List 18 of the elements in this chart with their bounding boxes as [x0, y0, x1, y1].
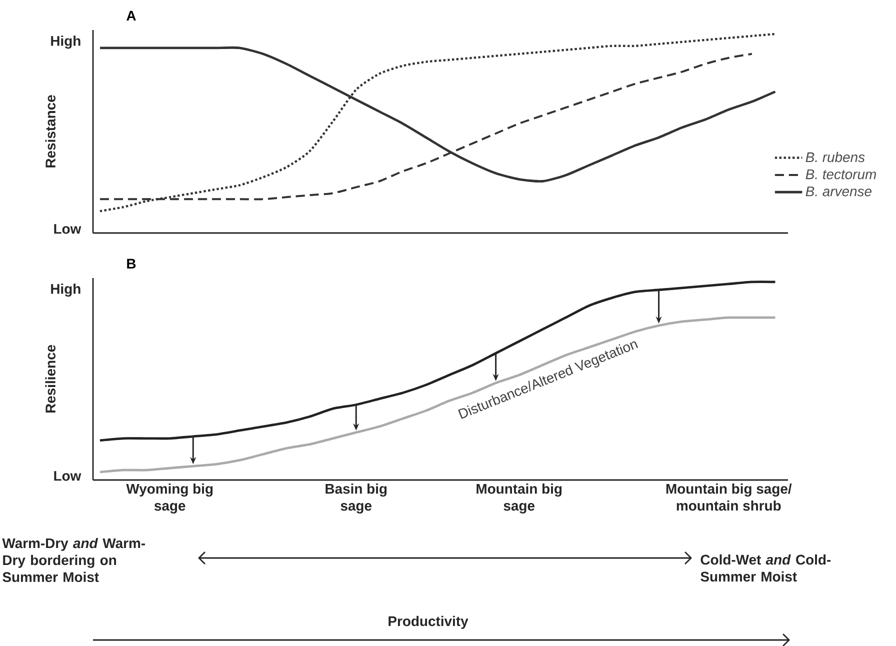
text: High: [51, 36, 80, 49]
text: Low: [54, 471, 82, 481]
x-tick-label: Wyoming big sage: [126, 484, 213, 514]
y-axis-title: Resilience: [45, 344, 56, 413]
legend-label: B. arvense: [806, 186, 872, 196]
x-tick-label: Mountain big sage: [476, 484, 562, 514]
chart-title: A: [126, 10, 136, 20]
y-axis-title: Resistance: [45, 95, 56, 168]
text: Warm-Dry and Warm-Dry bordering on Summer Moist: [2, 538, 145, 582]
text: Cold-Wet and Cold-Summer Moist: [700, 554, 831, 582]
chart-title: B: [127, 258, 136, 268]
text: Low: [54, 224, 82, 234]
legend-label: B. rubens: [806, 152, 865, 162]
x-tick-label: Basin big sage: [326, 484, 387, 514]
text: Productivity: [388, 616, 468, 629]
x-tick-label: Mountain big sage/ mountain shrub: [666, 484, 792, 511]
legend-label: B. tectorum: [806, 170, 876, 180]
text: High: [51, 284, 80, 297]
